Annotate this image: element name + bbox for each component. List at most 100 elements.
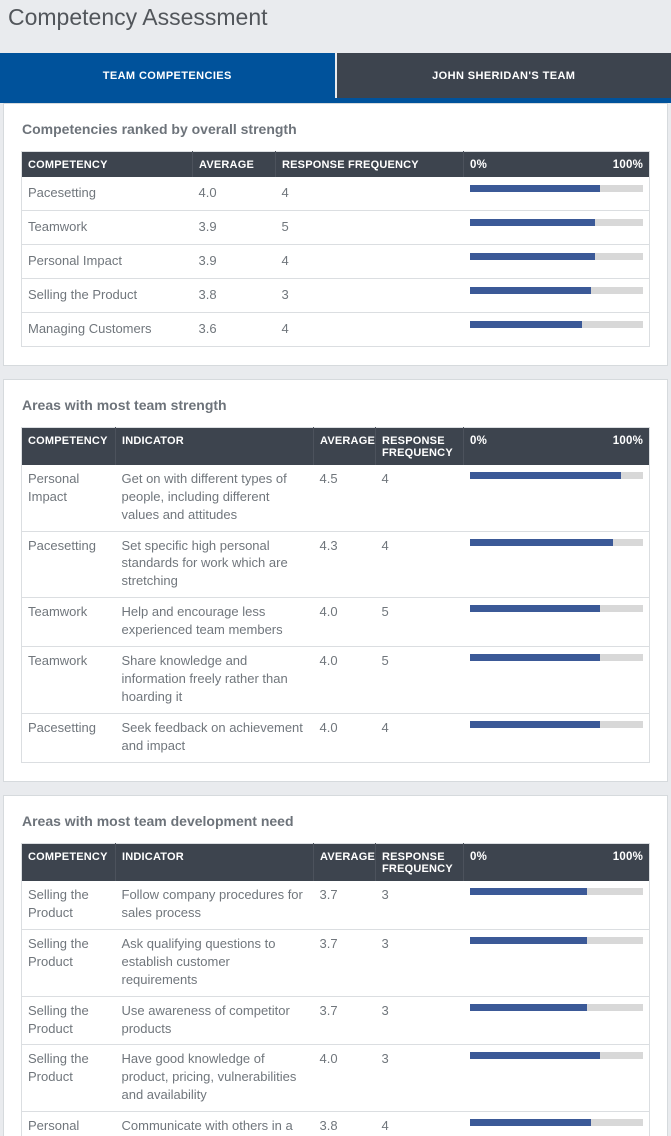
average-cell: 3.7	[313, 929, 376, 997]
axis-min-label: 0%	[470, 159, 488, 171]
average-cell: 4.0	[313, 597, 376, 648]
strength-bar-cell	[463, 1044, 650, 1113]
average-cell: 3.7	[313, 880, 376, 930]
average-cell: 3.8	[192, 278, 276, 313]
bar-track	[469, 887, 643, 895]
bar-track	[469, 721, 643, 728]
bar-track	[469, 252, 643, 260]
strength-bar-cell	[463, 244, 650, 279]
competency-cell: Selling the Product	[21, 929, 116, 997]
competency-cell: Teamwork	[21, 210, 193, 245]
average-cell: 4.0	[192, 177, 276, 211]
bar-track	[469, 218, 643, 226]
table-row: Selling the Product Ask qualifying questi…	[21, 929, 650, 997]
bar-track	[469, 936, 643, 944]
bar-track	[469, 605, 643, 613]
col-header-indicator: INDICATOR	[115, 427, 314, 465]
table-row: Personal Impact 3.9 4	[21, 244, 650, 279]
table-header-row: COMPETENCY INDICATOR AVERAGE RESPONSE FR…	[21, 427, 650, 465]
card-competencies-ranked: Competencies ranked by overall strength …	[3, 103, 668, 366]
strength-bar-cell	[463, 713, 650, 763]
bar-track	[469, 1003, 643, 1011]
col-header-scale: 0% 100%	[463, 151, 650, 177]
table-row: Managing Customers 3.6 4	[21, 312, 650, 347]
team-strength-table: COMPETENCY INDICATOR AVERAGE RESPONSE FR…	[21, 426, 650, 763]
table-row: Personal ImpactCommunicate with others i…	[21, 1111, 650, 1136]
table-row: Teamwork Share knowledge and information …	[21, 646, 650, 714]
frequency-cell: 3	[275, 278, 464, 313]
bar-fill	[469, 1119, 591, 1127]
competency-cell: Selling the Product	[21, 278, 193, 313]
frequency-cell: 5	[375, 646, 464, 714]
indicator-cell: Help and encourage less experienced team…	[115, 597, 314, 648]
frequency-cell: 3	[375, 929, 464, 997]
competency-summary-table: COMPETENCY AVERAGE RESPONSE FREQUENCY 0%…	[21, 151, 650, 347]
bar-fill	[469, 252, 596, 260]
table-row: Personal Impact Get on with different typ…	[21, 464, 650, 532]
competency-cell: Teamwork	[21, 597, 116, 648]
frequency-cell: 4	[375, 713, 464, 763]
col-header-response-frequency: RESPONSE FREQUENCY	[275, 151, 464, 177]
table-header-row: COMPETENCY AVERAGE RESPONSE FREQUENCY 0%…	[21, 151, 650, 177]
tab-john-sheridans-team[interactable]: JOHN SHERIDAN'S TEAM	[336, 53, 671, 98]
strength-bar-cell	[463, 597, 650, 648]
strength-bar-cell	[463, 278, 650, 313]
indicator-cell: Follow company procedures for sales proc…	[115, 880, 314, 930]
bar-fill	[469, 936, 587, 944]
competency-cell: Selling the Product	[21, 996, 116, 1046]
frequency-cell: 4	[375, 531, 464, 599]
bar-fill	[469, 320, 583, 328]
col-header-competency: COMPETENCY	[21, 427, 116, 465]
card-team-strength: Areas with most team strength COMPETENCY…	[3, 378, 668, 782]
strength-bar-cell	[463, 464, 650, 532]
axis-max-label: 100%	[612, 434, 643, 447]
strength-bar-cell	[463, 929, 650, 997]
table-row: Pacesetting 4.0 4	[21, 177, 650, 211]
col-header-competency: COMPETENCY	[21, 843, 116, 881]
tab-bar: TEAM COMPETENCIES JOHN SHERIDAN'S TEAM	[0, 53, 671, 98]
bar-track	[469, 1119, 643, 1127]
average-cell: 3.6	[192, 312, 276, 347]
col-header-average: AVERAGE	[192, 151, 276, 177]
indicator-cell: Set specific high personal standards for…	[115, 531, 314, 599]
average-cell: 3.7	[313, 996, 376, 1046]
table-row: Selling the Product Follow company proced…	[21, 880, 650, 930]
strength-bar-cell	[463, 996, 650, 1046]
bar-track	[469, 320, 643, 328]
tab-team-competencies[interactable]: TEAM COMPETENCIES	[0, 53, 335, 98]
bar-track	[469, 286, 643, 294]
section-heading: Competencies ranked by overall strength	[22, 121, 297, 137]
col-header-scale: 0% 100%	[463, 843, 650, 881]
development-need-table: COMPETENCY INDICATOR AVERAGE RESPONSE FR…	[21, 842, 650, 1136]
competency-cell: Teamwork	[21, 646, 116, 714]
axis-max-label: 100%	[612, 850, 643, 863]
bar-fill	[469, 887, 587, 895]
bar-fill	[469, 1052, 600, 1060]
indicator-cell: Get on with different types of people, i…	[115, 464, 314, 532]
col-header-indicator: INDICATOR	[115, 843, 314, 881]
indicator-cell: Ask qualifying questions to establish cu…	[115, 929, 314, 997]
indicator-cell: Use awareness of competitor products	[115, 996, 314, 1046]
bar-fill	[469, 286, 591, 294]
indicator-cell: Have good knowledge of product, pricing,…	[115, 1044, 314, 1113]
bar-track	[469, 185, 643, 192]
bar-track	[469, 538, 643, 546]
strength-bar-cell	[463, 1111, 650, 1136]
frequency-cell: 3	[375, 880, 464, 930]
competency-cell: Personal Impact	[21, 244, 193, 279]
competency-cell: Selling the Product	[21, 880, 116, 930]
page-title: Competency Assessment	[8, 4, 268, 30]
table-row: Teamwork Help and encourage less experien…	[21, 597, 650, 648]
frequency-cell: 4	[275, 244, 464, 279]
average-cell: 4.3	[313, 531, 376, 599]
competency-cell: Selling the Product	[21, 1044, 116, 1113]
col-header-average: AVERAGE	[313, 427, 376, 465]
frequency-cell: 4	[375, 464, 464, 532]
competency-cell: Managing Customers	[21, 312, 193, 347]
bar-fill	[469, 538, 613, 546]
table-row: Teamwork 3.9 5	[21, 210, 650, 245]
competency-cell: Personal Impact	[21, 464, 116, 532]
strength-bar-cell	[463, 646, 650, 714]
bar-track	[469, 471, 643, 479]
table-row: Selling the Product 3.8 3	[21, 278, 650, 313]
